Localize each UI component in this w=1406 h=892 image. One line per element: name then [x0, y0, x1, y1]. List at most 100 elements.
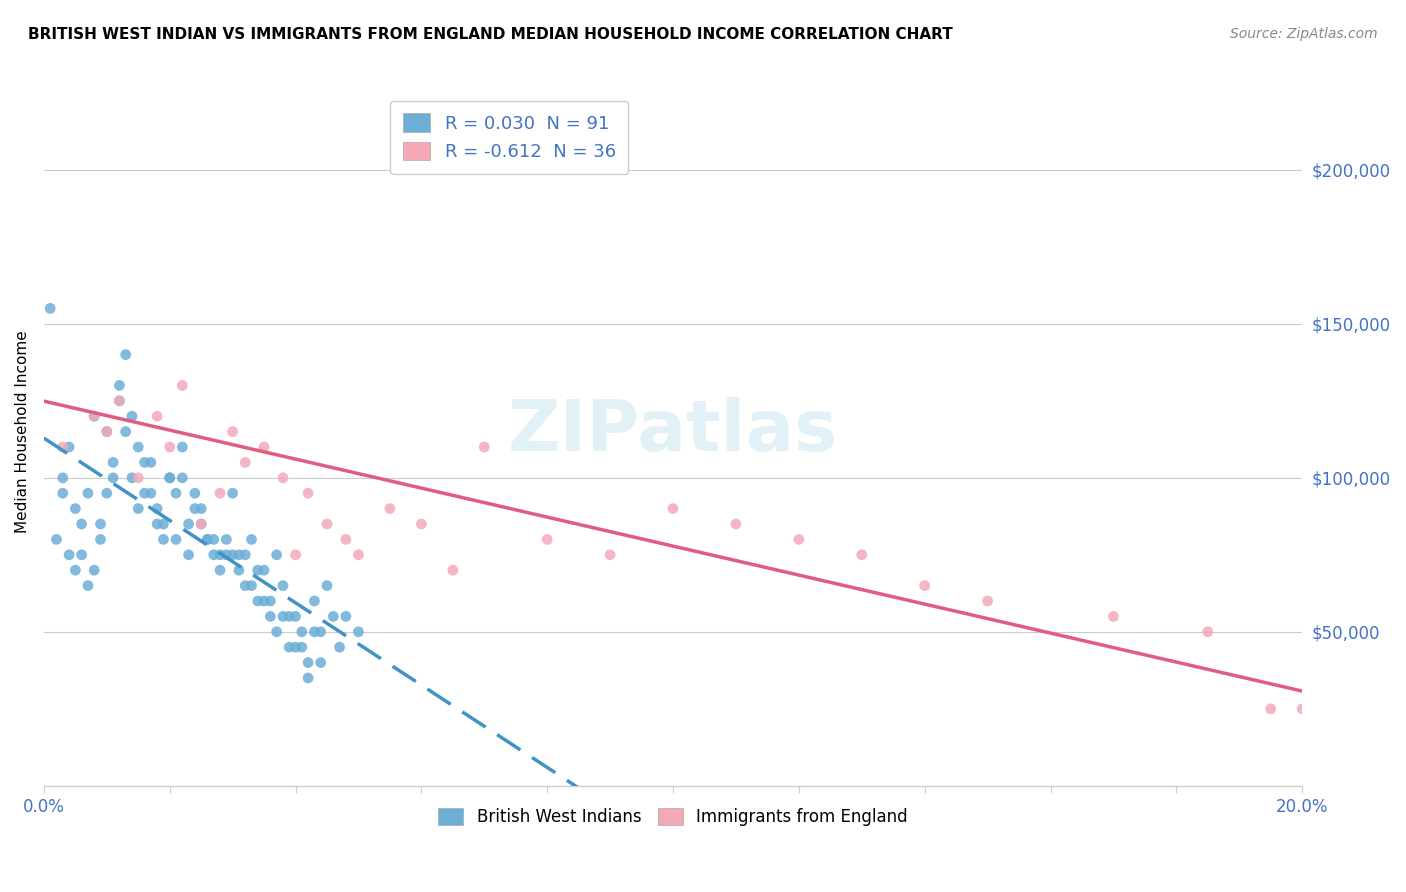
Point — [184, 501, 207, 516]
Point — [411, 516, 433, 531]
Point — [134, 486, 156, 500]
Point — [127, 471, 149, 485]
Point — [101, 455, 124, 469]
Point — [329, 640, 352, 655]
Point — [114, 425, 136, 439]
Point — [96, 425, 118, 439]
Point — [335, 533, 357, 547]
Point — [89, 533, 111, 547]
Point — [851, 548, 873, 562]
Point — [139, 486, 162, 500]
Point — [259, 609, 281, 624]
Point — [190, 516, 212, 531]
Point — [1197, 624, 1219, 639]
Point — [316, 516, 339, 531]
Point — [89, 516, 111, 531]
Point — [152, 516, 174, 531]
Point — [165, 533, 187, 547]
Point — [536, 533, 558, 547]
Point — [101, 471, 124, 485]
Point — [215, 533, 238, 547]
Point — [65, 563, 87, 577]
Point — [209, 563, 232, 577]
Point — [266, 548, 288, 562]
Point — [1260, 702, 1282, 716]
Point — [65, 501, 87, 516]
Point — [190, 501, 212, 516]
Point — [271, 471, 294, 485]
Point — [662, 501, 685, 516]
Point — [39, 301, 62, 316]
Point — [121, 409, 143, 424]
Point — [70, 548, 93, 562]
Point — [159, 440, 181, 454]
Point — [96, 425, 118, 439]
Point — [976, 594, 998, 608]
Point — [58, 440, 80, 454]
Point — [172, 471, 194, 485]
Point — [309, 624, 332, 639]
Point — [1291, 702, 1313, 716]
Y-axis label: Median Household Income: Median Household Income — [15, 330, 30, 533]
Point — [284, 640, 307, 655]
Point — [172, 440, 194, 454]
Point — [271, 579, 294, 593]
Point — [322, 609, 344, 624]
Point — [114, 348, 136, 362]
Point — [108, 393, 131, 408]
Point — [246, 563, 269, 577]
Point — [228, 563, 250, 577]
Point — [221, 425, 243, 439]
Point — [233, 548, 256, 562]
Point — [291, 624, 314, 639]
Point — [83, 563, 105, 577]
Point — [253, 440, 276, 454]
Point — [233, 579, 256, 593]
Point — [197, 533, 219, 547]
Point — [253, 594, 276, 608]
Point — [165, 486, 187, 500]
Point — [228, 548, 250, 562]
Point — [209, 486, 232, 500]
Point — [221, 548, 243, 562]
Text: ZIPatlas: ZIPatlas — [508, 397, 838, 467]
Point — [378, 501, 401, 516]
Point — [52, 440, 75, 454]
Point — [77, 486, 100, 500]
Point — [284, 548, 307, 562]
Point — [787, 533, 810, 547]
Point — [266, 624, 288, 639]
Point — [83, 409, 105, 424]
Point — [159, 471, 181, 485]
Point — [197, 533, 219, 547]
Point — [304, 594, 326, 608]
Point — [177, 548, 200, 562]
Point — [146, 501, 169, 516]
Point — [184, 486, 207, 500]
Point — [278, 609, 301, 624]
Point — [347, 624, 370, 639]
Point — [297, 486, 319, 500]
Point — [284, 609, 307, 624]
Point — [1102, 609, 1125, 624]
Point — [127, 440, 149, 454]
Point — [146, 516, 169, 531]
Point — [139, 455, 162, 469]
Point — [121, 471, 143, 485]
Point — [96, 486, 118, 500]
Point — [599, 548, 621, 562]
Text: Source: ZipAtlas.com: Source: ZipAtlas.com — [1230, 27, 1378, 41]
Point — [108, 393, 131, 408]
Point — [52, 471, 75, 485]
Text: BRITISH WEST INDIAN VS IMMIGRANTS FROM ENGLAND MEDIAN HOUSEHOLD INCOME CORRELATI: BRITISH WEST INDIAN VS IMMIGRANTS FROM E… — [28, 27, 953, 42]
Point — [297, 656, 319, 670]
Point — [70, 516, 93, 531]
Point — [209, 548, 232, 562]
Point — [215, 548, 238, 562]
Point — [83, 409, 105, 424]
Point — [335, 609, 357, 624]
Point — [278, 640, 301, 655]
Point — [246, 594, 269, 608]
Point — [472, 440, 495, 454]
Point — [271, 609, 294, 624]
